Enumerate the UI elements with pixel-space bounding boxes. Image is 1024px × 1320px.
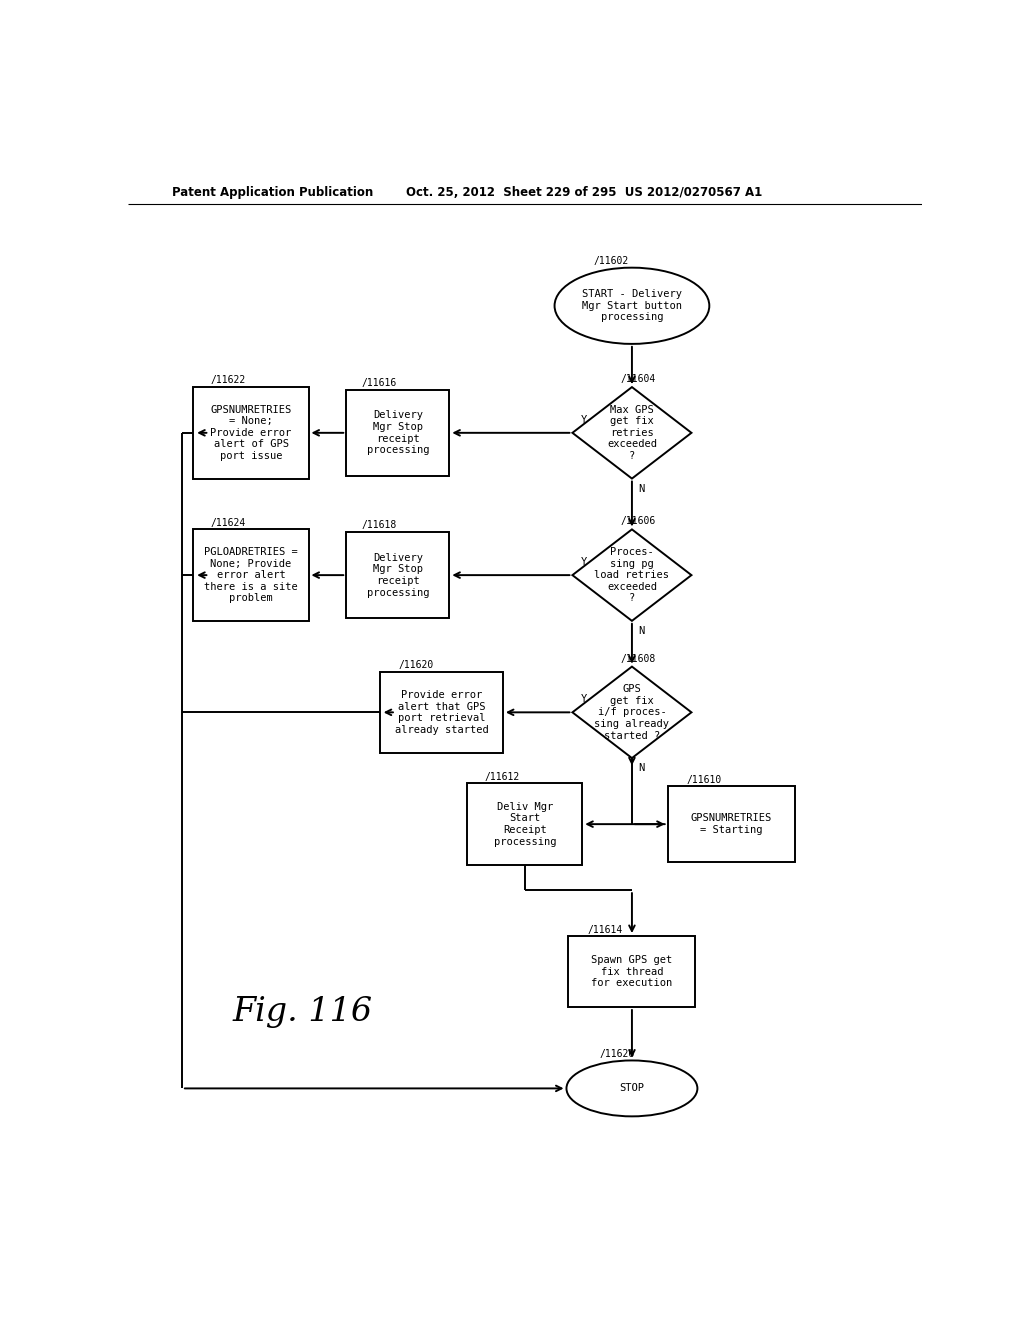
Text: Spawn GPS get
fix thread
for execution: Spawn GPS get fix thread for execution xyxy=(591,954,673,989)
Text: Fig. 116: Fig. 116 xyxy=(232,997,373,1028)
Text: N: N xyxy=(638,763,644,774)
Text: Provide error
alert that GPS
port retrieval
already started: Provide error alert that GPS port retrie… xyxy=(394,690,488,735)
Text: /11602: /11602 xyxy=(593,256,629,267)
Text: /11612: /11612 xyxy=(484,772,520,781)
Bar xyxy=(467,784,583,865)
Bar xyxy=(346,389,450,477)
Text: Delivery
Mgr Stop
receipt
processing: Delivery Mgr Stop receipt processing xyxy=(367,553,429,598)
Text: Y: Y xyxy=(581,557,587,568)
Text: Patent Application Publication: Patent Application Publication xyxy=(172,186,373,199)
Text: /11620: /11620 xyxy=(398,660,434,671)
Text: Delivery
Mgr Stop
receipt
processing: Delivery Mgr Stop receipt processing xyxy=(367,411,429,455)
Text: GPSNUMRETRIES
= Starting: GPSNUMRETRIES = Starting xyxy=(690,813,772,836)
Text: GPSNUMRETRIES
= None;
Provide error
alert of GPS
port issue: GPSNUMRETRIES = None; Provide error aler… xyxy=(210,405,292,461)
Bar xyxy=(194,529,308,620)
Text: /11606: /11606 xyxy=(620,516,655,527)
Text: /11626: /11626 xyxy=(599,1049,635,1060)
Text: Y: Y xyxy=(581,694,587,704)
Text: START - Delivery
Mgr Start button
processing: START - Delivery Mgr Start button proces… xyxy=(582,289,682,322)
Text: STOP: STOP xyxy=(620,1084,644,1093)
Text: Proces-
sing pg
load retries
exceeded
?: Proces- sing pg load retries exceeded ? xyxy=(595,546,670,603)
Text: /11604: /11604 xyxy=(620,374,655,384)
Text: N: N xyxy=(638,626,644,636)
Text: PGLOADRETRIES =
None; Provide
error alert
there is a site
problem: PGLOADRETRIES = None; Provide error aler… xyxy=(204,546,298,603)
Bar xyxy=(568,936,695,1007)
Text: N: N xyxy=(638,483,644,494)
Text: /11610: /11610 xyxy=(687,775,722,784)
Text: /11624: /11624 xyxy=(211,517,246,528)
Bar xyxy=(668,785,795,862)
Bar xyxy=(380,672,503,752)
Text: /11618: /11618 xyxy=(361,520,397,531)
Text: Y: Y xyxy=(581,414,587,425)
Text: GPS
get fix
i/f proces-
sing already
started ?: GPS get fix i/f proces- sing already sta… xyxy=(595,684,670,741)
Text: Max GPS
get fix
retries
exceeded
?: Max GPS get fix retries exceeded ? xyxy=(607,405,657,461)
Text: /11614: /11614 xyxy=(588,924,623,935)
Text: Oct. 25, 2012  Sheet 229 of 295  US 2012/0270567 A1: Oct. 25, 2012 Sheet 229 of 295 US 2012/0… xyxy=(406,186,762,199)
Text: Deliv Mgr
Start
Receipt
processing: Deliv Mgr Start Receipt processing xyxy=(494,801,556,846)
Text: /11622: /11622 xyxy=(211,375,246,385)
Text: /11616: /11616 xyxy=(361,378,397,388)
Bar xyxy=(194,387,308,479)
Text: /11608: /11608 xyxy=(620,653,655,664)
Bar xyxy=(346,532,450,618)
